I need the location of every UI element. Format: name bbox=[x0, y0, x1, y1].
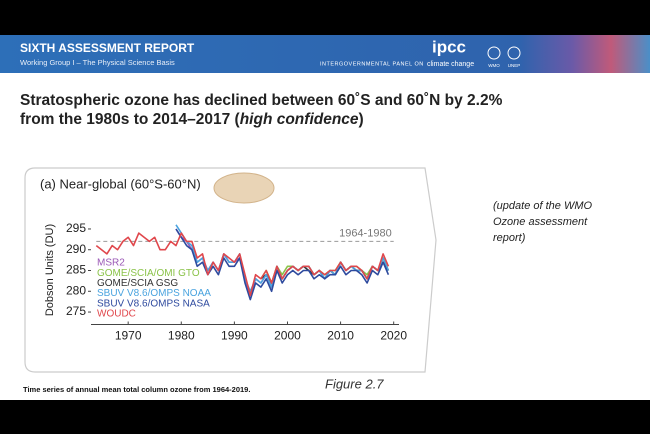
ipcc-org: INTERGOVERNMENTAL PANEL ON bbox=[320, 61, 424, 67]
y-tick-label: 280 bbox=[66, 283, 86, 297]
wmo-emblem bbox=[487, 46, 501, 60]
caption: Time series of annual mean total column … bbox=[23, 385, 250, 394]
title-part: high confidence bbox=[240, 111, 359, 128]
x-tick-label: 2000 bbox=[274, 329, 301, 343]
ipcc-org-tail: climate change bbox=[427, 61, 474, 68]
slide-title: Stratospheric ozone has declined between… bbox=[20, 92, 503, 109]
x-tick-label: 1970 bbox=[115, 329, 142, 343]
legend-entry: GOME/SCIA GSG bbox=[97, 278, 178, 289]
slide-title: from the 1980s to 2014–2017 (high confid… bbox=[20, 111, 364, 128]
note: Ozone assessment bbox=[493, 216, 588, 228]
partner: WMO bbox=[488, 63, 500, 68]
figure-frame bbox=[24, 167, 437, 373]
partner: UNEP bbox=[508, 63, 521, 68]
x-tick-label: 1990 bbox=[221, 329, 248, 343]
series-line bbox=[95, 232, 390, 297]
ipcc-logo: ipcc bbox=[432, 37, 466, 56]
x-tick-label: 1980 bbox=[168, 329, 195, 343]
globe-map-icon bbox=[213, 172, 275, 204]
y-axis-label: Dobson Units (DU) bbox=[44, 224, 56, 316]
title-part: ) bbox=[359, 111, 364, 128]
header-title: SIXTH ASSESSMENT REPORT bbox=[20, 41, 195, 55]
legend-entry: SBUV V8.6/OMPS NASA bbox=[97, 298, 210, 309]
figure-label: Figure 2.7 bbox=[325, 376, 384, 391]
legend-entry: WOUDC bbox=[97, 309, 136, 320]
chart-title: (a) Near-global (60°S-60°N) bbox=[40, 176, 201, 191]
y-tick-label: 290 bbox=[66, 242, 86, 256]
x-tick-label: 2020 bbox=[380, 329, 407, 343]
legend-entry: GOME/SCIA/OMI GTO bbox=[97, 268, 200, 279]
header-bar bbox=[0, 35, 650, 73]
plot: 275 280 285 290 295 1970 1980 1990 2000 2010 2020 1… bbox=[66, 221, 407, 343]
x-tick-label: 2010 bbox=[327, 329, 354, 343]
title-part: from the 1980s to 2014–2017 ( bbox=[20, 111, 241, 128]
y-tick-label: 295 bbox=[66, 221, 86, 235]
y-tick-label: 275 bbox=[66, 304, 86, 318]
legend-entry: MSR2 bbox=[97, 258, 125, 269]
header-subtitle: Working Group I – The Physical Science B… bbox=[20, 58, 175, 67]
series-line bbox=[175, 228, 390, 301]
unep-emblem bbox=[507, 46, 521, 60]
y-tick-label: 285 bbox=[66, 263, 86, 277]
note: report) bbox=[493, 232, 526, 244]
reference-label: 1964-1980 bbox=[339, 227, 392, 239]
note: (update of the WMO bbox=[493, 200, 592, 212]
legend-entry: SBUV V8.6/OMPS NOAA bbox=[97, 288, 211, 299]
